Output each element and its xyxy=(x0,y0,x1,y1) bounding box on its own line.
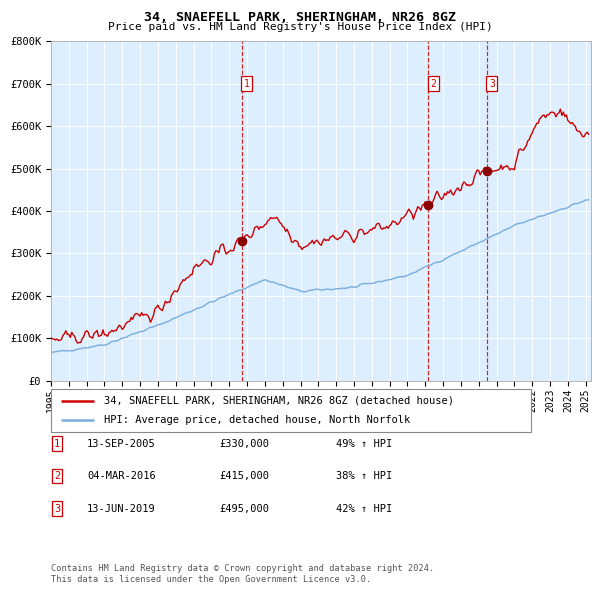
Text: 38% ↑ HPI: 38% ↑ HPI xyxy=(336,471,392,481)
Text: 3: 3 xyxy=(489,78,495,88)
Text: HPI: Average price, detached house, North Norfolk: HPI: Average price, detached house, Nort… xyxy=(104,415,410,425)
Text: 1: 1 xyxy=(244,78,250,88)
Text: Contains HM Land Registry data © Crown copyright and database right 2024.: Contains HM Land Registry data © Crown c… xyxy=(51,565,434,573)
Text: 2: 2 xyxy=(430,78,436,88)
Text: 2: 2 xyxy=(54,471,60,481)
Text: 13-JUN-2019: 13-JUN-2019 xyxy=(87,504,156,513)
Text: 34, SNAEFELL PARK, SHERINGHAM, NR26 8GZ: 34, SNAEFELL PARK, SHERINGHAM, NR26 8GZ xyxy=(144,11,456,24)
Text: £415,000: £415,000 xyxy=(219,471,269,481)
Text: 3: 3 xyxy=(54,504,60,513)
Text: £495,000: £495,000 xyxy=(219,504,269,513)
Text: £330,000: £330,000 xyxy=(219,439,269,448)
Text: 42% ↑ HPI: 42% ↑ HPI xyxy=(336,504,392,513)
Text: Price paid vs. HM Land Registry's House Price Index (HPI): Price paid vs. HM Land Registry's House … xyxy=(107,22,493,32)
Text: 34, SNAEFELL PARK, SHERINGHAM, NR26 8GZ (detached house): 34, SNAEFELL PARK, SHERINGHAM, NR26 8GZ … xyxy=(104,396,454,406)
Text: 04-MAR-2016: 04-MAR-2016 xyxy=(87,471,156,481)
Text: This data is licensed under the Open Government Licence v3.0.: This data is licensed under the Open Gov… xyxy=(51,575,371,584)
FancyBboxPatch shape xyxy=(51,389,531,432)
Text: 13-SEP-2005: 13-SEP-2005 xyxy=(87,439,156,448)
Text: 49% ↑ HPI: 49% ↑ HPI xyxy=(336,439,392,448)
Text: 1: 1 xyxy=(54,439,60,448)
